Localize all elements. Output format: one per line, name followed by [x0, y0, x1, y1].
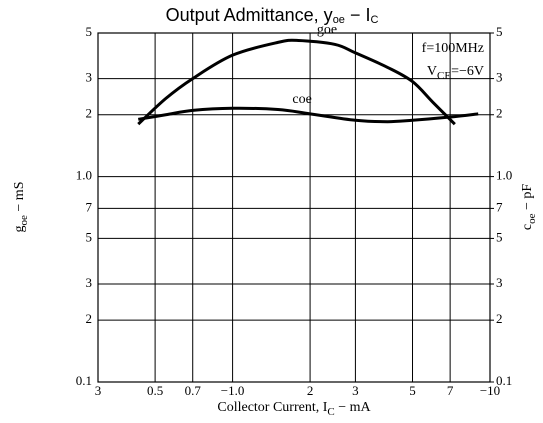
y-tick-label: 7 [86, 199, 93, 214]
y-tick-label: 3 [86, 70, 93, 85]
y-tick-label: 1.0 [76, 168, 92, 183]
x-axis-label: Collector Current, IC − mA [217, 400, 371, 417]
line-series [137, 38, 456, 126]
y-axis-label-part: oe [18, 215, 30, 226]
line-series [137, 106, 479, 124]
y2-tick-label: 5 [496, 229, 503, 244]
y2-tick-label: 2 [496, 311, 503, 326]
y-tick-label: 0.1 [76, 373, 92, 388]
series-label: goe [317, 23, 337, 38]
y2-axis-label: coe − pF [520, 184, 537, 231]
chart-title: Output Admittance, yoe − IC [166, 5, 379, 26]
y2-tick-label: 3 [496, 70, 503, 85]
y2-tick-label: 0.1 [496, 373, 512, 388]
y2-tick-label: 3 [496, 275, 503, 290]
x-tick-label: −10 [480, 383, 500, 398]
y-tick-label: 5 [86, 229, 93, 244]
x-tick-label: −1.0 [221, 383, 245, 398]
x-tick-label: 3 [95, 383, 102, 398]
x-tick-label: 3 [352, 383, 359, 398]
y2-tick-label: 5 [496, 24, 503, 39]
x-axis-label-part: C [327, 406, 334, 418]
x-tick-label: 7 [447, 383, 454, 398]
y2-tick-label: 2 [496, 106, 503, 121]
chart-title-part: − I [345, 5, 371, 25]
y-axis-label-part: g [12, 225, 27, 232]
x-tick-label: 0.5 [147, 383, 163, 398]
annotation-part: f=100MHz [422, 41, 484, 56]
y2-axis-label-part: oe [526, 213, 538, 224]
y2-tick-label: 7 [496, 199, 503, 214]
y2-axis-label-part: c [520, 224, 535, 230]
y-tick-label: 2 [86, 311, 93, 326]
y2-tick-label: 1.0 [496, 168, 512, 183]
x-tick-label: 2 [307, 383, 314, 398]
chart-title-part: oe [333, 14, 345, 26]
annotation-part: CE [437, 70, 451, 82]
y-axis-label: goe − mS [12, 182, 29, 233]
x-tick-label: 5 [409, 383, 416, 398]
y-tick-label: 5 [86, 24, 93, 39]
annotation-part: V [427, 64, 437, 79]
y-tick-label: 2 [86, 106, 93, 121]
y-axis-label-part: − mS [12, 182, 27, 216]
y-tick-label: 3 [86, 275, 93, 290]
annotation: f=100MHz [422, 41, 484, 56]
plot-frame [97, 32, 491, 383]
x-axis-label-part: − mA [335, 400, 372, 415]
annotation-part: =−6V [451, 64, 484, 79]
y2-axis-label-part: − pF [520, 184, 535, 214]
chart-title-part: C [370, 14, 378, 26]
series-label: coe [292, 92, 311, 107]
x-axis-label-part: Collector Current, I [217, 400, 327, 415]
chart-title-part: Output Admittance, y [166, 5, 333, 25]
x-tick-label: 0.7 [185, 383, 202, 398]
